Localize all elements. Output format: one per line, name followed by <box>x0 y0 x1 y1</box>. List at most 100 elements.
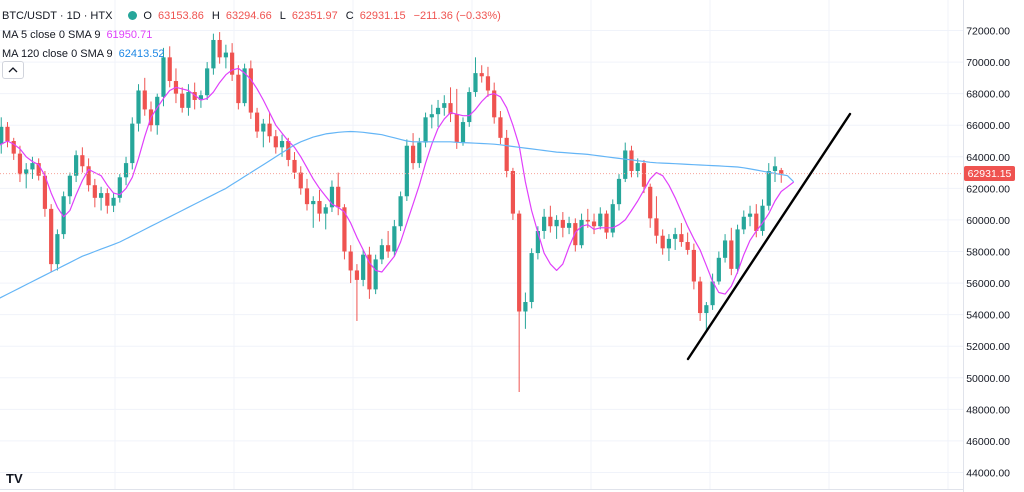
candle-body <box>404 145 409 197</box>
y-tick-label: 48000.00 <box>966 404 1010 416</box>
candle-body <box>704 305 709 314</box>
candle-body <box>86 166 91 186</box>
candle-body <box>754 213 759 231</box>
candle-body <box>479 73 484 77</box>
candle-body <box>498 117 503 138</box>
ascending-trendline[interactable] <box>686 112 852 361</box>
ma5-legend[interactable]: MA 5 close 0 SMA 9 61950.71 <box>2 25 503 44</box>
y-tick-label: 52000.00 <box>966 341 1010 353</box>
candle-body <box>691 249 696 282</box>
candle-body <box>722 240 728 258</box>
candle-body <box>373 259 378 290</box>
current-price-text: 62931.15 <box>968 168 1012 180</box>
candle-body <box>442 103 447 108</box>
y-tick-label: 60000.00 <box>966 215 1010 227</box>
candle-body <box>685 242 690 250</box>
candle-body <box>535 230 540 254</box>
candle-body <box>666 238 672 249</box>
price-axis[interactable]: 44000.00 46000.00 48000.00 50000.00 52000.00… <box>966 26 1010 480</box>
candle-body <box>167 57 172 82</box>
candle-body <box>311 200 316 205</box>
candle-body <box>61 196 66 235</box>
candle-body <box>354 270 360 280</box>
y-tick-label: 66000.00 <box>966 120 1010 132</box>
y-tick-label: 62000.00 <box>966 183 1010 195</box>
ma5-value: 61950.71 <box>106 28 153 41</box>
y-tick-label: 68000.00 <box>966 89 1010 101</box>
candle-body <box>529 253 534 303</box>
logo-text: TV <box>6 471 23 486</box>
candle-body <box>55 234 60 265</box>
candle-body <box>735 229 740 269</box>
candle-body <box>554 219 559 227</box>
ma120-line <box>0 130 795 299</box>
candle-body <box>492 90 497 118</box>
candle-body <box>460 122 466 143</box>
candle-body <box>317 200 322 214</box>
candle-body <box>560 219 565 228</box>
candle-body <box>379 245 384 260</box>
candle-body <box>67 175 72 197</box>
candle-body <box>223 52 228 58</box>
ma120-legend[interactable]: MA 120 close 0 SMA 9 62413.52 <box>2 44 503 63</box>
candle-body <box>604 213 609 233</box>
candle-body <box>261 123 266 132</box>
candle-body <box>161 57 166 97</box>
candle-body <box>504 137 509 171</box>
candle-body <box>130 123 135 164</box>
candle-body <box>11 141 16 154</box>
tradingview-logo[interactable]: TV <box>6 471 23 486</box>
ma120-label: MA 120 close 0 SMA 9 <box>2 47 113 60</box>
candle-body <box>336 186 341 208</box>
candle-body <box>205 68 210 96</box>
candle-body <box>648 186 653 219</box>
candle-body <box>729 240 734 269</box>
candle-body <box>716 257 721 282</box>
candle-body <box>198 95 204 100</box>
collapse-legend-button[interactable] <box>2 61 24 79</box>
candle-body <box>80 155 85 167</box>
candle-body <box>616 178 622 205</box>
candle-body <box>579 219 584 246</box>
candle-body <box>123 163 129 178</box>
grid <box>0 0 963 489</box>
ma5-label: MA 5 close 0 SMA 9 <box>2 28 101 41</box>
candle-body <box>673 234 678 239</box>
candle-body <box>598 213 603 227</box>
open-label: O <box>143 9 152 22</box>
candle-body <box>348 251 353 271</box>
candle-body <box>36 163 41 176</box>
candle-body <box>248 68 253 113</box>
candle-body <box>779 170 784 174</box>
y-tick-label: 72000.00 <box>966 26 1010 38</box>
candle-body <box>410 145 416 164</box>
candle-body <box>186 92 191 108</box>
candle-body <box>117 177 122 198</box>
market-status-dot-icon <box>128 11 138 20</box>
candle-body <box>329 186 335 208</box>
candle-body <box>92 185 97 198</box>
candle-body <box>136 90 141 124</box>
candle-body <box>0 126 4 145</box>
low-label: L <box>279 9 286 22</box>
candle-body <box>279 141 285 148</box>
symbol-interval-exchange[interactable]: BTC/USDT · 1D · HTX <box>2 9 113 22</box>
candle-body <box>542 216 547 231</box>
candle-body <box>473 73 478 93</box>
candle-body <box>435 107 441 115</box>
close-label: C <box>345 9 354 22</box>
candle-body <box>17 153 23 175</box>
candle-body <box>230 52 235 75</box>
candle-body <box>510 170 516 214</box>
candle-body <box>417 142 422 164</box>
ohlc-legend: BTC/USDT · 1D · HTX O 63153.86 H 63294.66 … <box>2 6 503 25</box>
close-value: 62931.15 <box>359 9 406 22</box>
candle-body <box>591 221 597 227</box>
candle-body <box>273 136 278 148</box>
candle-body <box>760 205 765 231</box>
candle-body <box>24 169 29 175</box>
candle-body <box>155 96 160 126</box>
candle-body <box>286 141 291 160</box>
candle-body <box>292 159 297 173</box>
